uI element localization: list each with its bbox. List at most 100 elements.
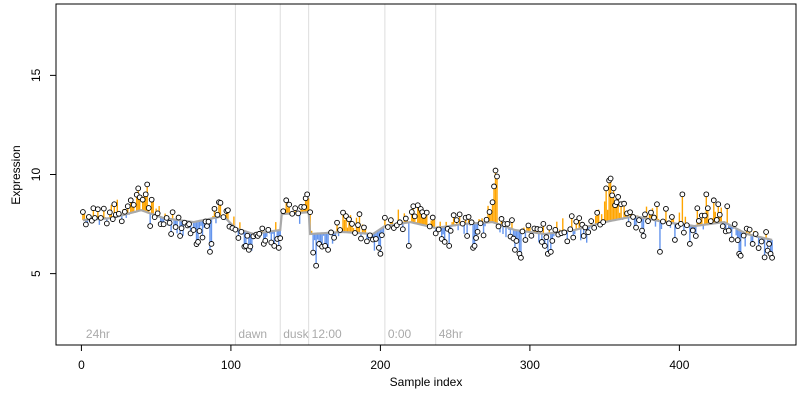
data-point xyxy=(731,221,738,227)
data-point xyxy=(763,229,769,235)
data-point xyxy=(453,217,460,223)
data-point xyxy=(111,201,118,208)
data-point xyxy=(358,235,364,242)
data-point xyxy=(669,214,675,220)
data-point xyxy=(552,226,559,233)
data-point xyxy=(256,230,263,237)
y-tick-label: 15 xyxy=(29,68,43,82)
data-point xyxy=(97,215,104,221)
data-point xyxy=(235,235,242,241)
data-point xyxy=(701,212,708,219)
expression-segments xyxy=(82,170,773,266)
data-point xyxy=(124,203,131,210)
data-point xyxy=(135,185,142,192)
data-point xyxy=(292,205,299,212)
data-point xyxy=(509,217,515,223)
data-point xyxy=(713,217,720,223)
data-point xyxy=(147,223,154,229)
data-point xyxy=(615,194,621,200)
data-point xyxy=(130,201,137,208)
data-point xyxy=(275,245,282,251)
data-point xyxy=(92,215,98,221)
data-point xyxy=(265,226,272,233)
data-point xyxy=(100,205,107,212)
data-point xyxy=(486,209,493,215)
data-point xyxy=(603,185,609,192)
data-point xyxy=(232,226,239,233)
data-point xyxy=(160,221,167,228)
data-point xyxy=(512,246,518,253)
data-point xyxy=(175,214,182,221)
separator-label: 48hr xyxy=(439,327,463,341)
data-point xyxy=(660,218,666,225)
data-point xyxy=(663,205,669,212)
data-point xyxy=(627,209,633,216)
data-point xyxy=(355,222,361,228)
data-point xyxy=(295,210,302,217)
data-point xyxy=(148,196,155,203)
data-point xyxy=(238,228,245,235)
x-tick-label: 0 xyxy=(78,358,85,372)
data-point xyxy=(657,248,663,255)
data-point xyxy=(322,243,328,249)
data-point xyxy=(489,199,496,206)
data-point xyxy=(568,213,575,219)
data-point xyxy=(328,229,334,236)
data-point xyxy=(356,211,363,218)
data-point xyxy=(376,245,382,251)
data-point xyxy=(377,250,384,257)
data-point xyxy=(609,192,615,199)
separator-label: dusk xyxy=(283,327,309,341)
data-point xyxy=(346,216,352,223)
data-point xyxy=(364,238,370,245)
separator-labels: dawn dusk 12:00 0:00 48hr 24hr xyxy=(86,327,463,341)
data-point xyxy=(465,214,472,220)
data-point xyxy=(734,237,741,243)
data-point xyxy=(528,232,535,239)
data-point xyxy=(666,220,672,227)
data-point xyxy=(459,220,466,227)
data-point xyxy=(692,233,699,239)
data-point xyxy=(625,221,632,227)
data-point xyxy=(642,211,648,218)
data-point xyxy=(576,215,583,221)
data-point xyxy=(414,202,421,209)
y-tick-label: 5 xyxy=(29,270,43,277)
data-point xyxy=(707,218,714,224)
data-point xyxy=(220,214,227,220)
data-point xyxy=(337,227,343,233)
data-point xyxy=(142,191,149,198)
data-point xyxy=(178,225,185,232)
data-point xyxy=(429,214,436,221)
data-point xyxy=(331,234,337,241)
data-point xyxy=(582,224,589,231)
data-point xyxy=(539,239,545,245)
data-point xyxy=(695,218,702,224)
data-point xyxy=(244,232,251,239)
data-point xyxy=(704,205,711,212)
data-point xyxy=(687,241,693,247)
data-point xyxy=(468,219,475,226)
data-point xyxy=(630,214,636,220)
data-point xyxy=(728,236,735,243)
data-point xyxy=(286,201,293,208)
data-point xyxy=(80,209,86,215)
data-point xyxy=(633,224,639,231)
data-point xyxy=(752,231,759,237)
data-point xyxy=(177,233,183,239)
data-point xyxy=(83,221,89,228)
data-point xyxy=(361,224,367,231)
data-point xyxy=(208,241,215,247)
data-point xyxy=(382,214,388,221)
data-point xyxy=(543,234,550,240)
data-point xyxy=(639,227,645,234)
data-point xyxy=(600,219,607,225)
data-point xyxy=(678,221,684,227)
data-point xyxy=(567,226,574,233)
data-point xyxy=(301,204,308,210)
data-point xyxy=(259,225,266,232)
data-point xyxy=(426,223,433,230)
data-point xyxy=(190,227,197,233)
data-point xyxy=(410,203,417,210)
y-axis: 5 10 15 xyxy=(29,68,57,277)
